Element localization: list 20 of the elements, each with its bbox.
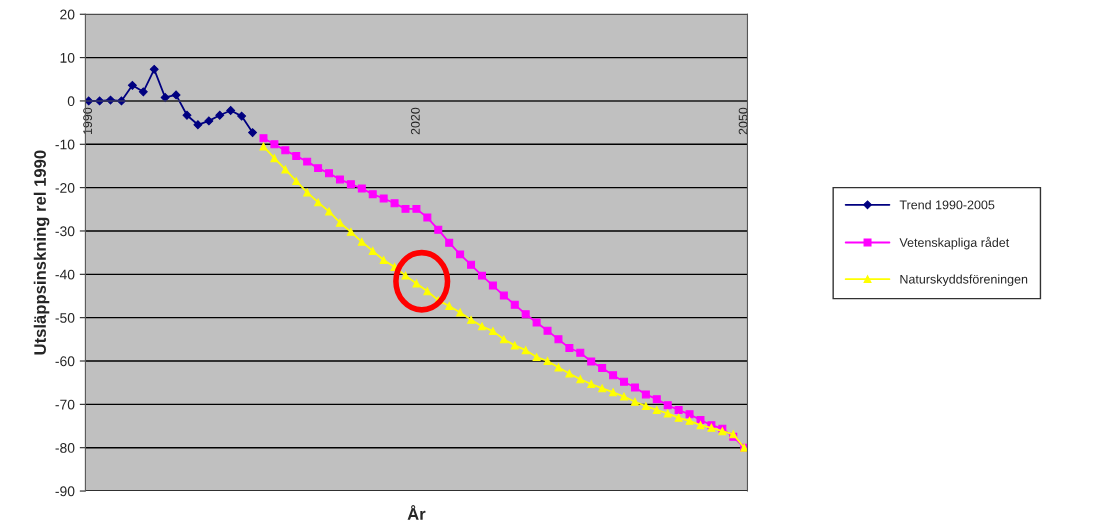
x-tick-label: 2050 xyxy=(738,107,748,135)
y-tick-label: -80 xyxy=(55,443,75,453)
y-tick-label: 0 xyxy=(67,96,75,107)
legend-label: Vetenskapliga rådet xyxy=(899,236,1010,250)
y-tick-label: -40 xyxy=(55,269,75,280)
y-tick-label: -30 xyxy=(55,226,75,237)
x-axis-title: År xyxy=(407,505,426,520)
x-tick-label: 1990 xyxy=(83,107,93,135)
legend-label: Naturskyddsföreningen xyxy=(900,274,1028,287)
y-axis-title: Utsläppsinskning rel 1990 xyxy=(33,150,50,355)
legend-label: Trend 1990-2005 xyxy=(899,200,995,210)
x-tick-label: 2020 xyxy=(410,107,420,135)
y-tick-label: -60 xyxy=(55,356,75,367)
y-tick-label: -90 xyxy=(55,486,75,497)
y-tick-label: -70 xyxy=(55,399,75,410)
y-tick-label: -50 xyxy=(55,313,75,323)
y-tick-label: 10 xyxy=(60,52,75,63)
y-tick-label: -10 xyxy=(55,139,75,150)
y-tick-label: 20 xyxy=(60,9,75,20)
y-tick-label: -20 xyxy=(55,182,75,193)
